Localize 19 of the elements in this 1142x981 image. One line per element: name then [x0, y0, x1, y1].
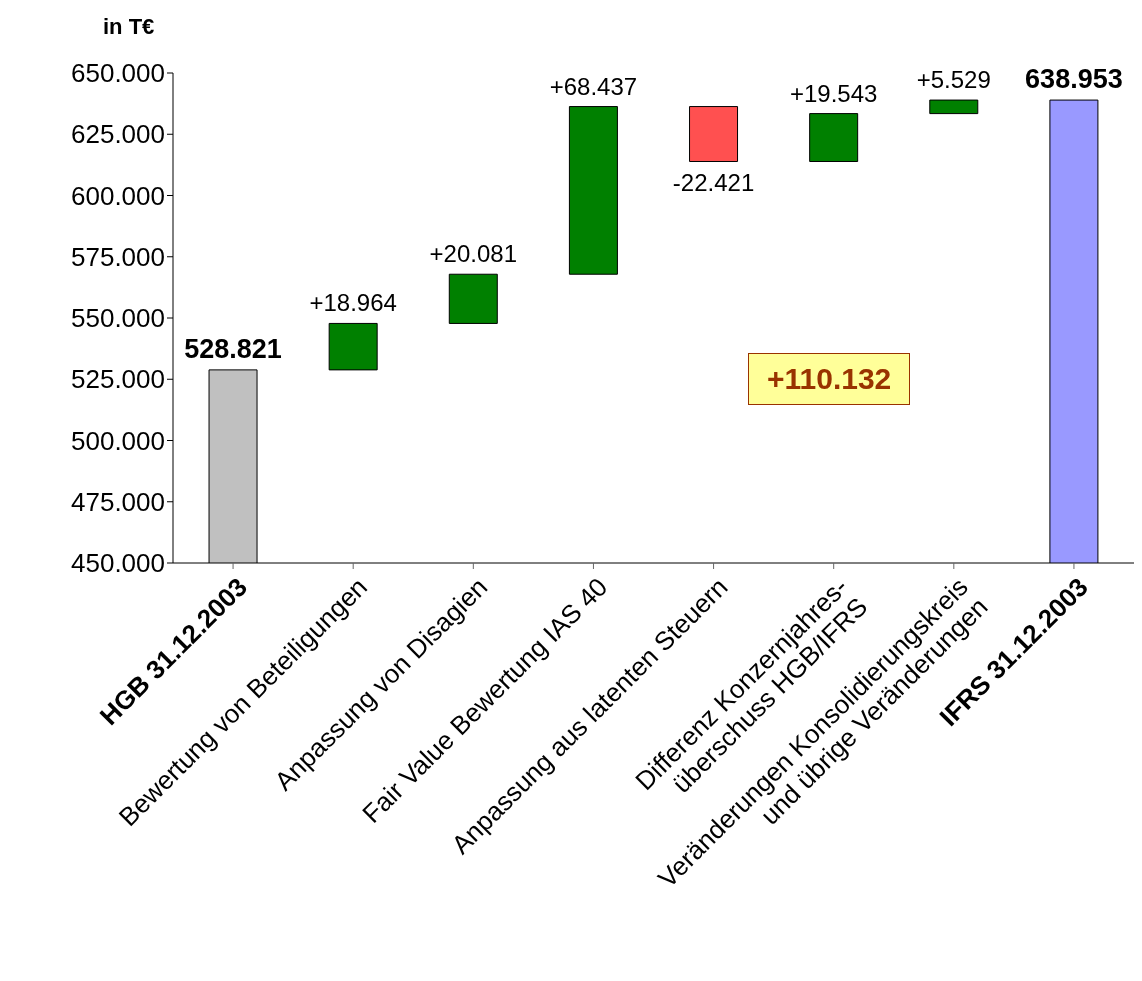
y-tick-label: 500.000 — [71, 425, 165, 456]
y-axis-title: in T€ — [103, 14, 155, 40]
y-tick-label: 475.000 — [71, 486, 165, 517]
y-tick-label: 575.000 — [71, 241, 165, 272]
data-label: +18.964 — [309, 289, 397, 317]
data-label: -22.421 — [672, 169, 755, 197]
y-tick-label: 550.000 — [71, 303, 165, 334]
annotation: +110.132 — [748, 353, 911, 405]
data-label: +68.437 — [549, 72, 638, 100]
data-label: 638.953 — [1025, 64, 1123, 95]
y-tick-label: 650.000 — [71, 58, 165, 89]
data-label: +5.529 — [916, 66, 991, 94]
y-tick-label: 450.000 — [71, 548, 165, 579]
y-tick-label: 600.000 — [71, 180, 165, 211]
y-tick-label: 525.000 — [71, 364, 165, 395]
y-tick-label: 625.000 — [71, 119, 165, 150]
data-label: +19.543 — [789, 79, 878, 107]
data-label: 528.821 — [184, 333, 282, 364]
data-label: +20.081 — [429, 240, 517, 268]
